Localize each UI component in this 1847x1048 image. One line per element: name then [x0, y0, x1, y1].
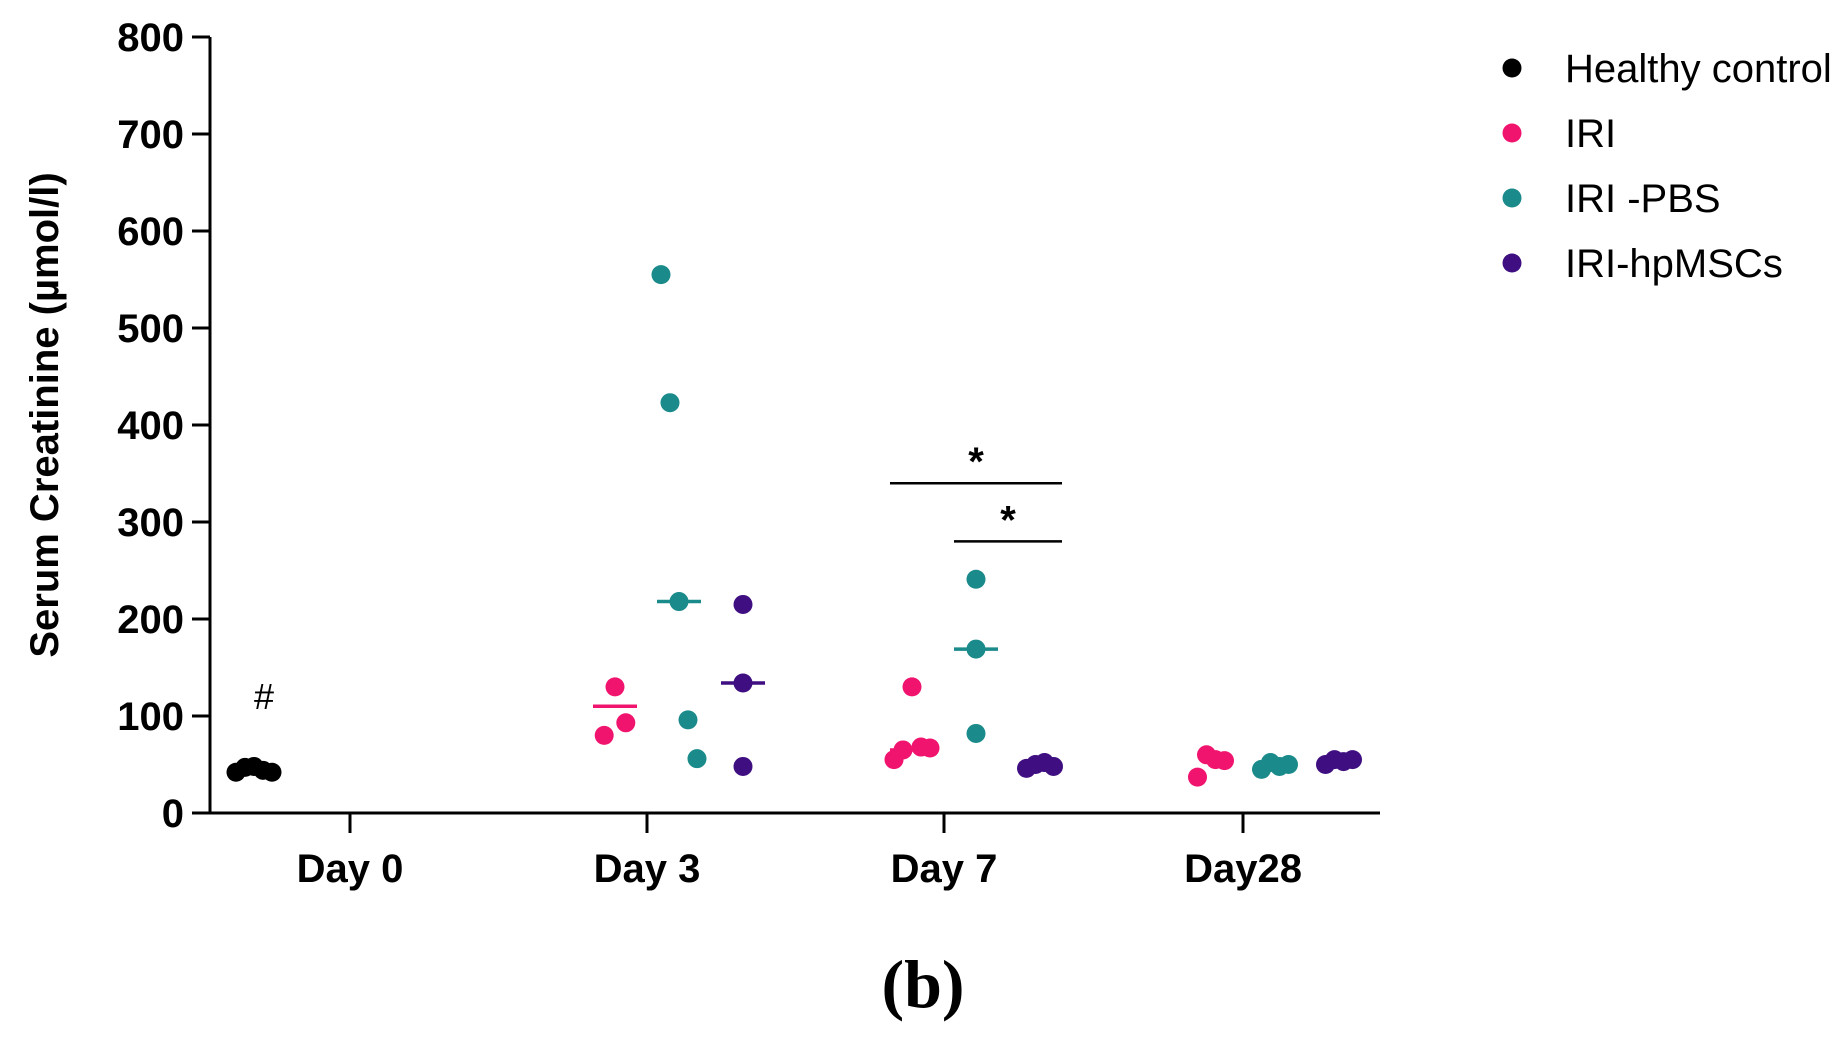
hash-annotation: #: [254, 676, 274, 717]
data-point: [902, 677, 922, 697]
data-point: [733, 673, 753, 693]
y-tick-label: 300: [117, 501, 184, 545]
legend-label: IRI -PBS: [1565, 177, 1721, 221]
data-point: [678, 710, 698, 730]
legend-marker: [1502, 188, 1522, 208]
y-axis-title: Serum Creatinine (µmol/l): [23, 172, 67, 657]
x-tick-label: Day 0: [297, 847, 404, 891]
y-tick-label: 500: [117, 307, 184, 351]
x-tick-label: Day28: [1184, 847, 1302, 891]
legend-marker: [1502, 58, 1522, 78]
data-point: [594, 725, 614, 745]
y-ticks: 0 100 200 300 400 500 600 700 800: [117, 16, 210, 836]
data-point: [966, 723, 986, 743]
data-point: [733, 594, 753, 614]
y-tick-label: 400: [117, 404, 184, 448]
legend: Healthy control IRI IRI -PBS IRI-hpMSCs: [1502, 47, 1832, 286]
data-points: [226, 265, 1362, 787]
legend-label: IRI: [1565, 112, 1616, 156]
y-tick-label: 600: [117, 210, 184, 254]
data-point: [687, 749, 707, 769]
significance-star: *: [968, 440, 984, 484]
x-tick-label: Day 7: [891, 847, 998, 891]
data-point: [966, 639, 986, 659]
data-point: [1044, 756, 1063, 776]
legend-marker: [1502, 253, 1522, 273]
legend-marker: [1502, 123, 1522, 143]
x-tick-label: Day 3: [594, 847, 701, 891]
data-point: [605, 677, 625, 697]
data-point: [262, 762, 282, 782]
data-point: [651, 265, 671, 285]
legend-label: Healthy control: [1565, 47, 1832, 91]
data-point: [920, 738, 940, 758]
axes: [208, 37, 1380, 815]
y-tick-label: 100: [117, 695, 184, 739]
y-tick-label: 700: [117, 113, 184, 157]
data-point: [1215, 751, 1234, 771]
data-point: [660, 393, 680, 413]
data-point: [1188, 767, 1207, 787]
panel-label: (b): [881, 946, 964, 1022]
data-point: [733, 756, 753, 776]
median-lines: [593, 599, 998, 752]
data-point: [669, 592, 689, 612]
data-point: [966, 569, 986, 589]
significance-annotations: # * *: [254, 440, 1062, 717]
x-ticks: Day 0 Day 3 Day 7 Day28: [297, 813, 1302, 891]
y-tick-label: 200: [117, 598, 184, 642]
data-point: [616, 713, 636, 733]
significance-star: *: [1000, 498, 1016, 542]
y-tick-label: 800: [117, 16, 184, 60]
data-point: [893, 740, 913, 760]
y-tick-label: 0: [162, 792, 184, 836]
data-point: [1279, 755, 1298, 774]
legend-label: IRI-hpMSCs: [1565, 242, 1783, 286]
data-point: [1343, 750, 1362, 770]
